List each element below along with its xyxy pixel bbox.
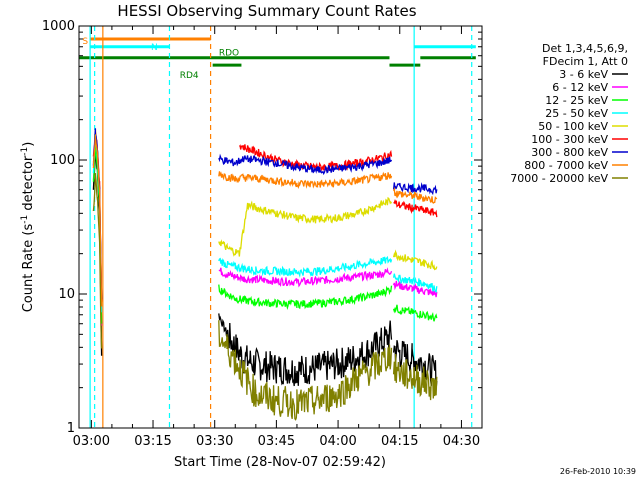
y-tick-label: 1 xyxy=(67,421,75,436)
series-layer xyxy=(92,128,438,421)
y-axis-label-sup1: -1 xyxy=(20,215,30,224)
x-tick-label: 03:45 xyxy=(258,434,295,449)
date-stamp: 26-Feb-2010 10:39 xyxy=(560,467,636,476)
plot-frame xyxy=(78,25,483,429)
legend-entry-label: 3 - 6 keV xyxy=(559,68,608,81)
series-path xyxy=(238,144,393,172)
y-tick-label: 100 xyxy=(50,153,75,168)
legend-entry-label: 300 - 800 keV xyxy=(531,146,608,159)
series-path xyxy=(218,255,393,278)
x-tick-label: 03:30 xyxy=(196,434,233,449)
series-line xyxy=(92,134,438,307)
flag-bar-label: N xyxy=(151,43,158,53)
y-axis-label-mid: detector xyxy=(21,155,36,215)
series-path xyxy=(392,249,438,271)
x-tick-label: 04:30 xyxy=(443,434,480,449)
series-path xyxy=(392,273,438,293)
series-path xyxy=(218,171,393,190)
x-tick-label: 03:00 xyxy=(73,434,110,449)
series-path xyxy=(392,353,438,401)
series-path xyxy=(218,153,393,176)
x-tick-label: 04:00 xyxy=(319,434,356,449)
series-path xyxy=(218,284,393,311)
flag-bar-label: RD4 xyxy=(180,71,199,81)
series-path xyxy=(218,267,393,288)
y-axis-label-sup2: -1 xyxy=(20,147,30,156)
series-path xyxy=(92,173,103,349)
x-tick-label: 03:15 xyxy=(134,434,171,449)
legend-entry-label: 25 - 50 keV xyxy=(545,107,608,120)
series-line xyxy=(92,173,438,421)
legend-header: Det 1,3,4,5,6,9, xyxy=(542,42,628,55)
legend-entry-label: 100 - 300 keV xyxy=(531,133,608,146)
legend-entry-label: 12 - 25 keV xyxy=(545,94,608,107)
y-axis-label-main: Count Rate (s xyxy=(21,224,36,313)
series-path xyxy=(392,340,438,390)
series-path xyxy=(218,196,393,257)
flag-bar-label: RDO xyxy=(219,49,239,59)
legend-entry-label: 6 - 12 keV xyxy=(552,81,608,94)
flag-bars-layer: S N RDO RD4 xyxy=(79,37,476,81)
legend-entry-label: 800 - 7000 keV xyxy=(524,159,608,172)
flag-bar-label: S xyxy=(82,37,88,47)
y-tick-label: 1000 xyxy=(42,19,75,34)
series-path xyxy=(92,134,103,307)
y-axis-label: Count Rate (s-1 detector-1) xyxy=(20,142,36,313)
series-path xyxy=(393,198,438,218)
y-axis-label-end: ) xyxy=(21,142,36,147)
x-axis: 03:00 03:15 03:30 03:45 04:00 04:15 04:30 xyxy=(73,26,483,449)
series-path xyxy=(218,320,393,421)
y-tick-label: 10 xyxy=(58,287,75,302)
vertical-markers-layer xyxy=(89,26,473,428)
series-path xyxy=(392,182,438,196)
legend: Det 1,3,4,5,6,9,FDecim 1, Att 03 - 6 keV… xyxy=(510,42,628,185)
x-tick-label: 04:15 xyxy=(381,434,418,449)
series-path xyxy=(392,304,438,322)
x-axis-label: Start Time (28-Nov-07 02:59:42) xyxy=(174,455,386,470)
legend-entry-label: 50 - 100 keV xyxy=(538,120,608,133)
chart-title: HESSI Observing Summary Count Rates xyxy=(117,2,416,20)
legend-header: FDecim 1, Att 0 xyxy=(543,55,628,68)
legend-entry-label: 7000 - 20000 keV xyxy=(510,172,608,185)
series-path xyxy=(218,313,393,387)
series-path xyxy=(393,186,438,204)
y-axis: 1 10 100 1000 xyxy=(42,19,482,436)
